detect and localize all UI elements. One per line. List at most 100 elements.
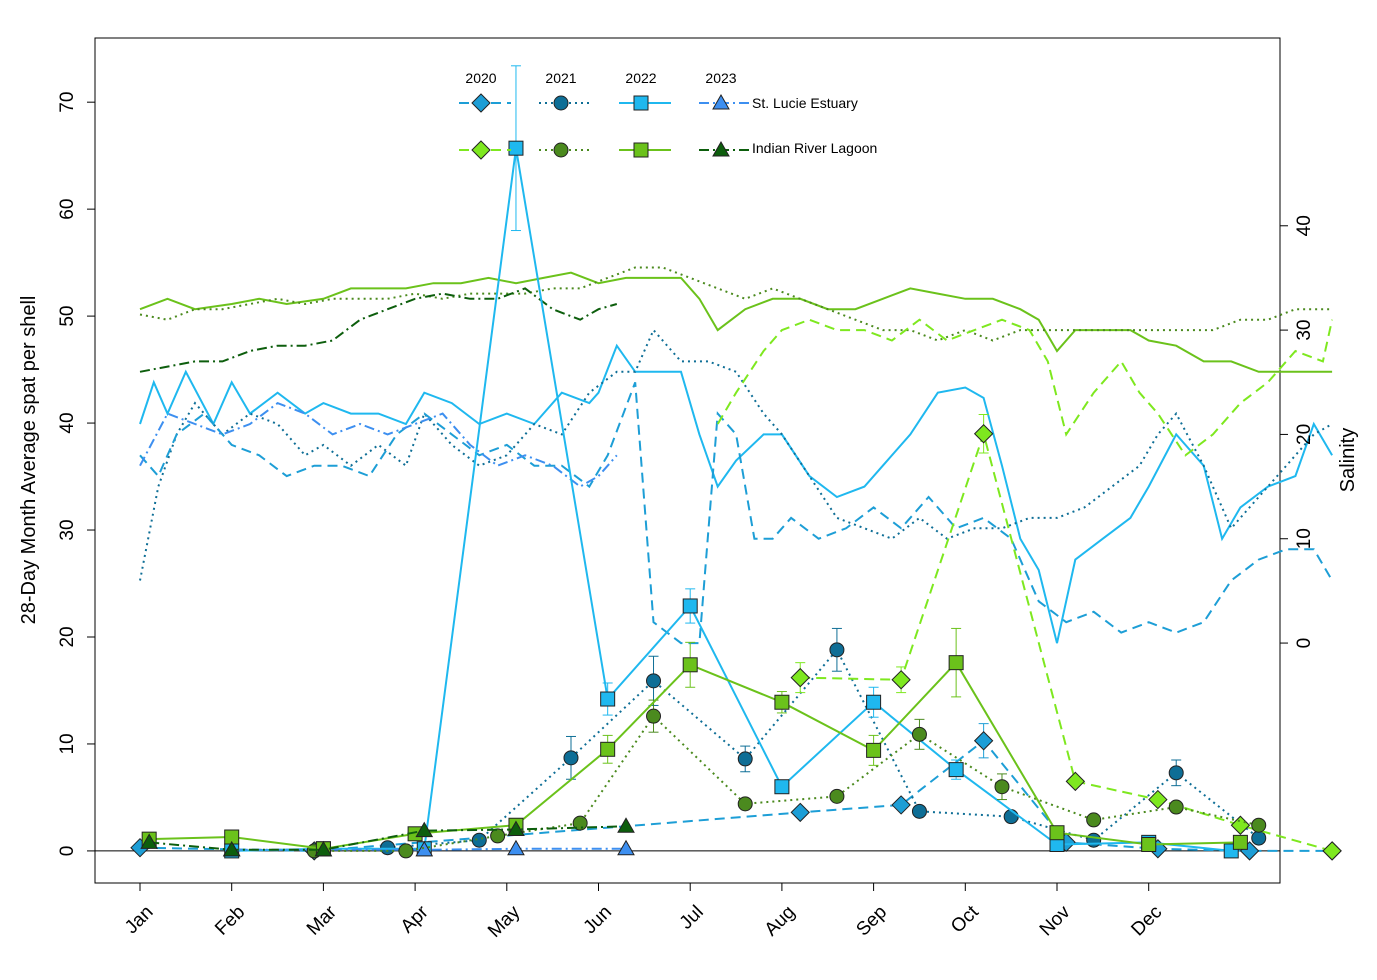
y-right-tick-label: 30: [1294, 320, 1315, 341]
data-point: [508, 140, 524, 156]
data-point: [1230, 815, 1251, 835]
plot-frame: [94, 37, 1281, 884]
legend-site-label: St. Lucie Estuary: [752, 95, 858, 111]
data-point: [891, 670, 911, 690]
data-point: [994, 779, 1010, 795]
data-point: [774, 694, 790, 710]
data-point: [1003, 809, 1019, 825]
data-point: [1065, 771, 1086, 792]
data-point: [790, 667, 810, 688]
salinity-line-sle-2022: [139, 343, 1333, 644]
data-point: [1168, 799, 1184, 815]
legend-marker: [633, 95, 649, 111]
legend-marker: [712, 93, 730, 110]
x-tick-label: Apr: [397, 901, 433, 937]
y-right-tick-label: 0: [1294, 638, 1315, 649]
y-axis-right-title: Salinity: [1337, 428, 1359, 492]
y-left-tick-label: 40: [57, 412, 78, 433]
salinity-line-sle-2023: [139, 401, 618, 488]
data-point: [415, 821, 434, 838]
spat-series-irl-2022: [141, 627, 1248, 857]
legend: 2020 2021 2022 2023 St. Lucie Estuary In…: [459, 70, 877, 160]
legend-marker: [553, 142, 569, 158]
spat-series-sle-2022: [224, 65, 1239, 859]
x-tick-label: Dec: [1127, 902, 1166, 941]
data-point: [617, 817, 635, 833]
data-point: [415, 840, 434, 857]
spat-line: [387, 648, 1260, 849]
salinity-line-irl-2023: [139, 287, 618, 373]
y-left-tick-label: 20: [57, 626, 78, 647]
y-left-tick-label: 30: [57, 519, 78, 540]
data-point: [617, 839, 635, 856]
x-tick-label: Jul: [676, 902, 708, 934]
data-point: [646, 673, 662, 689]
data-point: [507, 839, 525, 856]
data-point: [973, 731, 994, 751]
data-point: [1141, 836, 1157, 852]
y-right-tick-label: 10: [1294, 528, 1315, 549]
data-point: [1322, 841, 1342, 861]
spat-series-irl-2020: [790, 414, 1342, 861]
x-tick-label: Oct: [947, 901, 983, 937]
data-point: [380, 840, 396, 856]
legend-marker: [471, 140, 491, 160]
y-axis-left-title: 28-Day Month Average spat per shell: [18, 296, 40, 625]
x-tick-label: Aug: [761, 902, 800, 941]
legend-site-label: Indian River Lagoon: [752, 140, 877, 156]
y-left-tick-label: 50: [57, 306, 78, 327]
data-point: [140, 833, 159, 849]
x-tick-label: Feb: [211, 902, 249, 940]
data-point: [563, 750, 579, 766]
legend-marker: [471, 93, 491, 113]
data-point: [682, 657, 698, 673]
legend-year-label: 2023: [705, 70, 736, 86]
data-point: [490, 828, 506, 844]
x-tick-label: Nov: [1036, 901, 1075, 940]
salinity-line-irl-2022: [139, 271, 1333, 373]
data-point: [1049, 825, 1065, 841]
data-point: [572, 815, 588, 831]
spat-line: [149, 661, 1241, 850]
data-point: [1148, 789, 1168, 810]
salinity-line-sle-2021: [139, 328, 1333, 581]
legend-year-label: 2021: [545, 70, 576, 86]
y-left-tick-label: 0: [57, 846, 78, 857]
x-tick-label: Mar: [303, 901, 341, 939]
spat-series-irl-2023: [140, 817, 635, 857]
data-point: [682, 598, 698, 614]
legend-year-label: 2022: [625, 70, 656, 86]
data-point: [911, 726, 927, 742]
salinity-line-irl-2020: [716, 318, 1334, 457]
data-point: [866, 694, 882, 710]
x-tick-label: May: [484, 901, 525, 942]
spat-series-irl-2021: [306, 699, 1267, 859]
salinity-line-sle-2020: [139, 381, 1333, 645]
y-left-tick-label: 60: [57, 199, 78, 220]
data-point: [398, 843, 414, 859]
salinity-lines: [139, 266, 1334, 645]
data-point: [471, 832, 487, 848]
data-point: [829, 788, 845, 804]
data-point: [790, 802, 810, 823]
data-point: [600, 741, 616, 757]
spat-line: [800, 430, 1333, 852]
spat-line: [314, 714, 1259, 852]
legend-marker: [633, 142, 649, 158]
x-tick-label: Jan: [121, 902, 158, 939]
salinity-line-irl-2021: [139, 266, 1333, 342]
y-left-tick-label: 70: [57, 92, 78, 113]
data-point: [973, 424, 994, 444]
data-point: [1086, 812, 1102, 828]
data-point: [646, 708, 662, 724]
spat-series: [130, 65, 1342, 861]
data-point: [314, 840, 333, 857]
data-point: [1168, 765, 1184, 781]
data-point: [829, 642, 845, 658]
spat-line: [149, 825, 627, 851]
data-point: [600, 691, 616, 707]
data-point: [1086, 832, 1102, 848]
data-point: [222, 840, 241, 857]
x-tick-label: Sep: [852, 902, 891, 941]
